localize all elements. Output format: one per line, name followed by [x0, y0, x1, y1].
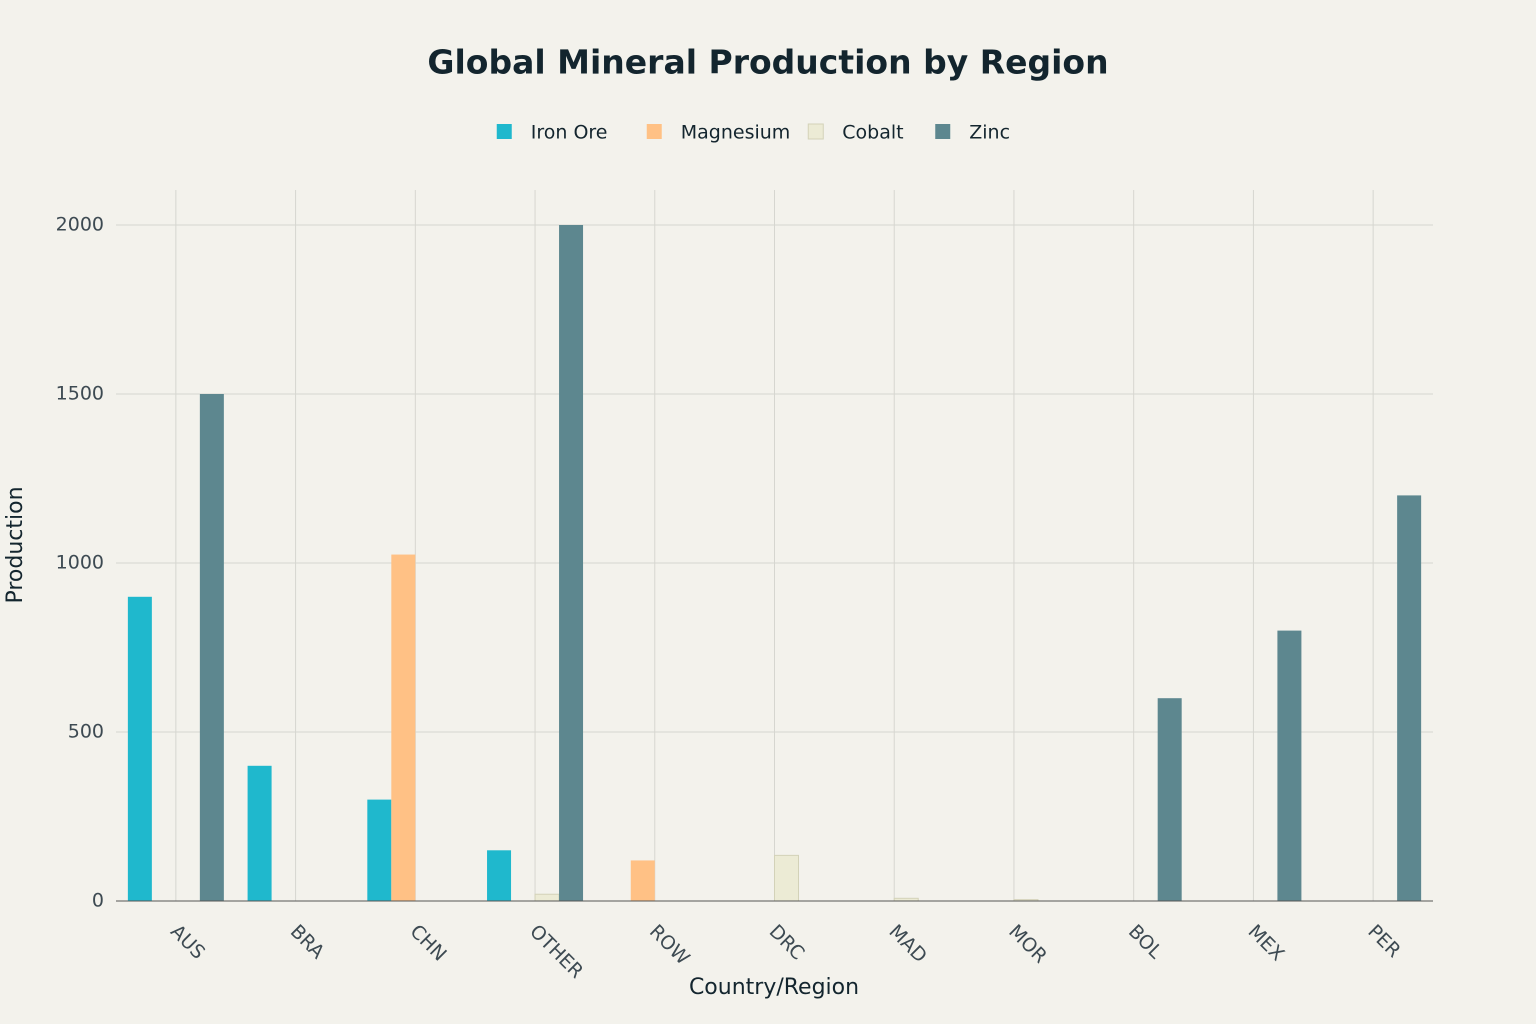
legend-label: Magnesium	[681, 122, 791, 144]
legend-swatch	[646, 124, 662, 139]
legend-label: Cobalt	[842, 122, 903, 144]
legend-swatch	[807, 123, 824, 140]
bar	[367, 799, 392, 901]
legend-swatch	[935, 124, 951, 139]
y-tick-label: 1000	[56, 552, 104, 574]
y-tick-label: 0	[92, 890, 104, 912]
bar	[559, 225, 584, 901]
bar	[534, 893, 560, 902]
legend-swatch	[496, 124, 512, 139]
chart-title: Global Mineral Production by Region	[427, 43, 1108, 82]
y-axis-label: Production	[3, 486, 28, 603]
legend-label: Iron Ore	[531, 122, 608, 144]
legend-label: Zinc	[969, 122, 1010, 144]
bar	[1157, 698, 1182, 901]
bar	[199, 394, 224, 901]
bar	[247, 765, 272, 901]
y-tick-label: 1500	[56, 383, 104, 405]
y-tick-label: 2000	[56, 214, 104, 236]
x-axis-label: Country/Region	[689, 975, 859, 1000]
bar	[774, 854, 799, 902]
bar	[1277, 630, 1302, 901]
bar	[127, 596, 152, 901]
bar	[1397, 495, 1422, 901]
bar	[391, 554, 416, 901]
bar	[487, 850, 512, 901]
y-tick-label: 500	[68, 721, 104, 743]
bar	[630, 860, 655, 901]
